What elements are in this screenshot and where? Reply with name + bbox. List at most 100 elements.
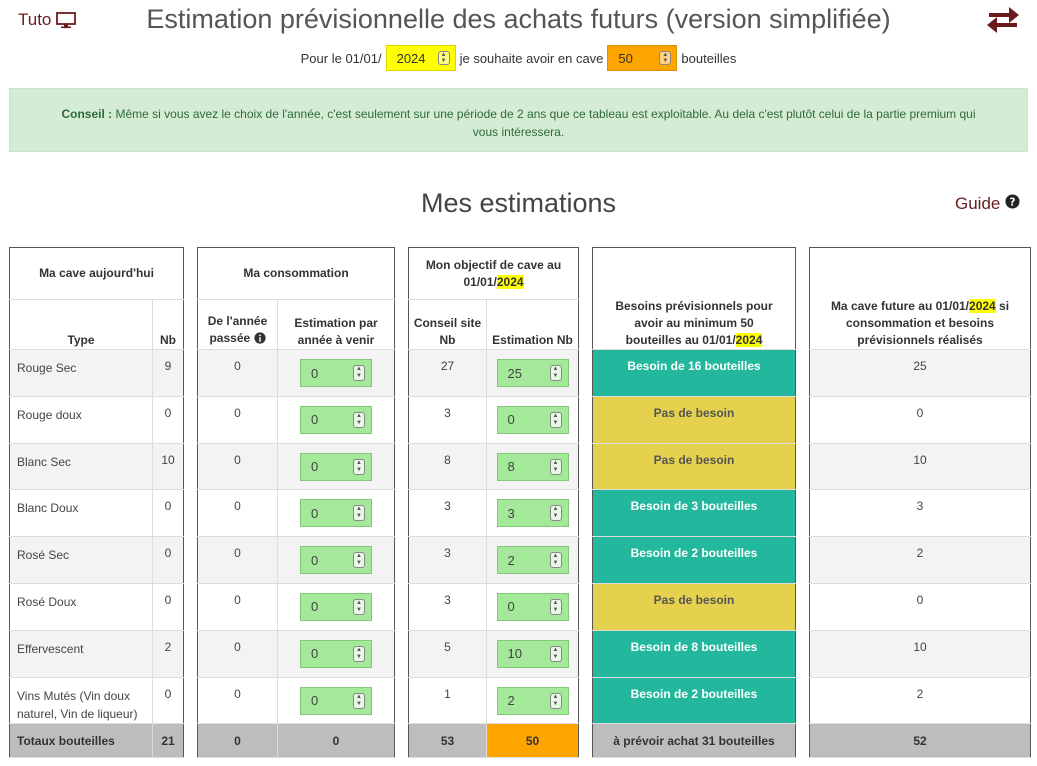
table-row: 25	[809, 349, 1031, 397]
estimation-input[interactable]: 0 ▲ ▼	[300, 452, 372, 481]
wine-count: 2	[151, 629, 185, 678]
estimation-input[interactable]: 0 ▲ ▼	[300, 592, 372, 621]
estimation-input[interactable]: 0 ▲ ▼	[300, 499, 372, 528]
wine-type: Effervescent	[9, 629, 153, 678]
estimation-input[interactable]: 10 ▲ ▼	[496, 639, 569, 668]
estimation-input[interactable]: 0 ▲ ▼	[496, 405, 569, 434]
total-cave: 21	[151, 723, 185, 759]
wine-count: 10	[151, 442, 185, 491]
guide-link[interactable]: Guide ?	[955, 194, 1020, 214]
estimation-value: 2	[507, 552, 515, 568]
future-count: 3	[809, 489, 1031, 538]
objectif-est-cell: 2 ▲ ▼	[485, 536, 580, 584]
table-row: 0 0 ▲ ▼	[197, 489, 396, 538]
estimation-value: 0	[507, 599, 515, 615]
spinner-icon[interactable]: ▲ ▼	[659, 51, 672, 65]
estimation-input[interactable]: 2 ▲ ▼	[496, 546, 569, 575]
table-row: Vins Mutés (Vin doux naturel, Vin de liq…	[9, 676, 185, 725]
estimation-value: 10	[507, 646, 522, 662]
objectif-conseil: 3	[408, 395, 487, 444]
besoin-cell: Pas de besoin	[592, 442, 796, 491]
estimation-input[interactable]: 0 ▲ ▼	[496, 592, 569, 621]
swap-arrows-icon[interactable]	[985, 2, 1021, 39]
estimation-value: 0	[311, 646, 319, 662]
spinner-icon[interactable]: ▲ ▼	[549, 411, 562, 428]
cave-header: Ma cave aujourd'hui	[8, 247, 185, 300]
spinner-icon[interactable]: ▲ ▼	[549, 552, 562, 569]
guide-label: Guide	[955, 194, 1001, 213]
spinner-icon[interactable]: ▲ ▼	[353, 458, 365, 475]
table-row: 1 2 ▲ ▼	[408, 676, 580, 725]
spinner-icon[interactable]: ▲ ▼	[549, 505, 562, 522]
spinner-icon[interactable]: ▲ ▼	[549, 458, 562, 475]
estimation-input[interactable]: 0 ▲ ▼	[300, 546, 372, 575]
spinner-icon[interactable]: ▲ ▼	[549, 598, 562, 615]
estimation-input[interactable]: 8 ▲ ▼	[496, 452, 569, 481]
spinner-icon[interactable]: ▲ ▼	[549, 645, 562, 662]
future-header: Ma cave future au 01/01/2024 si consomma…	[809, 247, 1031, 350]
future-header-prefix: Ma cave future au 01/01/	[830, 299, 970, 313]
spinner-icon[interactable]: ▲ ▼	[353, 552, 365, 569]
spinner-icon[interactable]: ▲ ▼	[437, 51, 450, 65]
col-conso-past-label: De l'année passée	[207, 314, 268, 345]
estimation-value: 25	[507, 365, 522, 381]
year-input[interactable]: 2024 ▲ ▼	[385, 45, 456, 71]
section-title: Mes estimations	[420, 188, 617, 218]
tuto-link[interactable]: Tuto	[18, 10, 77, 30]
objectif-est-cell: 3 ▲ ▼	[485, 489, 580, 538]
future-header-suffix: si consommation et besoins prévisionnels…	[845, 299, 1010, 347]
info-circle-icon[interactable]	[253, 332, 266, 349]
besoins-table: Besoins prévisionnels pour avoir au mini…	[592, 247, 796, 759]
estimation-value: 0	[311, 365, 319, 381]
wine-type: Rosé Doux	[9, 582, 153, 631]
spinner-icon[interactable]: ▲ ▼	[353, 692, 365, 709]
page-title: Estimation prévisionnelle des achats fut…	[146, 4, 891, 34]
spinner-icon[interactable]: ▲ ▼	[353, 505, 365, 522]
total-conso-est: 0	[276, 723, 396, 759]
spinner-icon[interactable]: ▲ ▼	[353, 365, 365, 381]
estimation-input[interactable]: 2 ▲ ▼	[496, 686, 569, 715]
estimation-input[interactable]: 0 ▲ ▼	[300, 405, 372, 434]
col-objectif-conseil: Conseil site Nb	[408, 299, 487, 350]
table-row: Rouge doux 0	[9, 395, 185, 444]
spinner-icon[interactable]: ▲ ▼	[353, 598, 365, 615]
future-count: 10	[809, 629, 1031, 678]
conso-past: 0	[197, 536, 278, 584]
objectif-conseil: 27	[408, 349, 487, 397]
table-row: 0 0 ▲ ▼	[197, 395, 396, 444]
wine-count: 0	[151, 395, 185, 444]
target-prefix: Pour le 01/01/	[300, 50, 382, 66]
bottles-input[interactable]: 50 ▲ ▼	[607, 45, 678, 71]
estimation-input[interactable]: 0 ▲ ▼	[300, 639, 372, 668]
conso-est-cell: 0 ▲ ▼	[276, 676, 396, 725]
estimation-value: 8	[507, 459, 515, 475]
estimation-input[interactable]: 25 ▲ ▼	[496, 359, 569, 387]
table-row: 8 8 ▲ ▼	[408, 442, 580, 491]
estimation-value: 2	[507, 693, 515, 709]
wine-count: 0	[151, 489, 185, 538]
conso-past: 0	[197, 442, 278, 491]
spinner-icon[interactable]: ▲ ▼	[353, 645, 365, 662]
objectif-header-text: Mon objectif de cave au 01/01/	[425, 257, 562, 289]
spinner-icon[interactable]: ▲ ▼	[353, 411, 365, 428]
spinner-icon[interactable]: ▲ ▼	[549, 365, 562, 381]
estimation-input[interactable]: 0 ▲ ▼	[300, 359, 372, 387]
spinner-icon[interactable]: ▲ ▼	[549, 692, 562, 709]
col-nb: Nb	[151, 299, 185, 350]
estimation-value: 0	[311, 505, 319, 521]
table-row: Besoin de 16 bouteilles	[592, 349, 796, 397]
table-row: Besoin de 2 bouteilles	[592, 676, 796, 725]
conso-est-cell: 0 ▲ ▼	[276, 442, 396, 491]
consommation-table: Ma consommation De l'année passée Estima…	[196, 247, 396, 759]
table-row: 0 0 ▲ ▼	[197, 349, 396, 397]
estimation-input[interactable]: 0 ▲ ▼	[300, 686, 372, 715]
wine-count: 0	[151, 582, 185, 631]
future-count: 2	[809, 676, 1031, 725]
table-row: 2	[809, 676, 1031, 725]
conso-header: Ma consommation	[196, 247, 396, 300]
estimation-input[interactable]: 3 ▲ ▼	[496, 499, 569, 528]
besoins-header-text: Besoins prévisionnels pour avoir au mini…	[615, 299, 773, 347]
conso-est-cell: 0 ▲ ▼	[276, 395, 396, 444]
col-type: Type	[9, 299, 153, 350]
total-conso-past: 0	[197, 723, 278, 759]
